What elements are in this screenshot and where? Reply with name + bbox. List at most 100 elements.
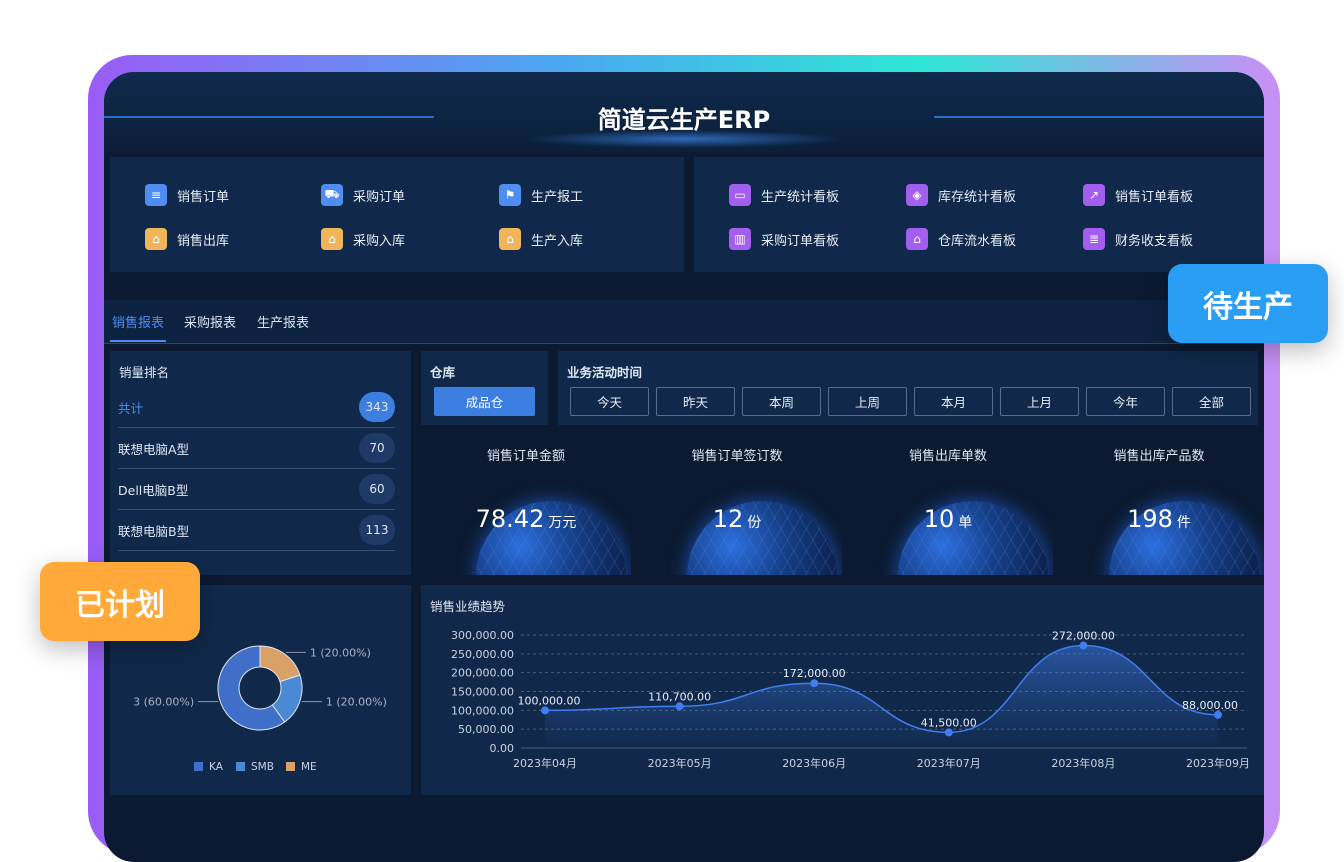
header-glow bbox=[524, 130, 844, 148]
nav-item-2[interactable]: ⚑ 生产报工 bbox=[499, 184, 583, 206]
nav-item-4[interactable]: ⌂ 仓库流水看板 bbox=[906, 228, 1016, 250]
kpi-card: 销售出库单数 10 单 bbox=[843, 433, 1053, 575]
x-tick-label: 2023年08月 bbox=[1051, 756, 1115, 770]
nav-item-3[interactable]: ⌂ 销售出库 bbox=[145, 228, 229, 250]
y-tick-label: 150,000.00 bbox=[451, 686, 514, 699]
house-icon: ⌂ bbox=[906, 228, 928, 250]
product-name: 联想电脑B型 bbox=[118, 523, 190, 539]
product-name: 共计 bbox=[118, 400, 144, 416]
y-tick-label: 200,000.00 bbox=[451, 667, 514, 680]
kpi-unit: 件 bbox=[1176, 515, 1191, 531]
area-fill bbox=[545, 645, 1218, 748]
legend-label[interactable]: KA bbox=[209, 761, 224, 773]
dashboard-screen: 简道云生产ERP ≡ 销售订单 ⛟ 采购订单 ⚑ 生产报工 ⌂ 销售出库 ⌂ 采购入库 ⌂ 生产入库 … bbox=[104, 72, 1264, 862]
ranking-row[interactable]: 共计 343 bbox=[118, 387, 395, 428]
coins-icon: ≣ bbox=[1083, 228, 1105, 250]
kpi-value: 198 件 bbox=[1054, 505, 1264, 533]
kpi-value: 12 份 bbox=[632, 505, 842, 533]
flag-icon: ⚑ bbox=[499, 184, 521, 206]
kpi-value: 78.42 万元 bbox=[421, 505, 631, 533]
data-label: 110,700.00 bbox=[648, 690, 711, 703]
header-decoration bbox=[934, 116, 1264, 118]
nav-panel-right: ▭ 生产统计看板 ◈ 库存统计看板 ↗ 销售订单看板 ▥ 采购订单看板 ⌂ 仓库流水看板 ≣ 财务收支… bbox=[694, 157, 1264, 272]
nav-item-label: 财务收支看板 bbox=[1115, 233, 1194, 249]
kpi-card: 销售订单签订数 12 份 bbox=[632, 433, 842, 575]
quantity-pill: 343 bbox=[359, 392, 395, 422]
nav-item-label: 销售出库 bbox=[177, 233, 230, 249]
data-point[interactable] bbox=[675, 702, 684, 711]
sales-trend-panel: 销售业绩趋势 0.00 50,000.00 100,000.00 150,000.00… bbox=[421, 585, 1264, 795]
box-icon: ◈ bbox=[906, 184, 928, 206]
tab-production-report[interactable]: 生产报表 bbox=[257, 316, 310, 331]
donut-chart: 3 (60.00%) 1 (20.00%) 1 (20.00%) KA SMB ME bbox=[133, 645, 387, 773]
kpi-value: 10 单 bbox=[843, 505, 1053, 533]
kpi-card: 销售订单金额 78.42 万元 bbox=[421, 433, 631, 575]
warehouse-filter: 仓库 成品仓 bbox=[421, 351, 548, 425]
pending-production-badge: 待生产 bbox=[1168, 264, 1328, 343]
sales-ranking-panel: 销量排名 共计 343 联想电脑A型 70 Dell电脑B型 60 联想电脑B型 113 bbox=[110, 351, 411, 575]
legend-label[interactable]: SMB bbox=[251, 761, 274, 773]
nav-item-5[interactable]: ⌂ 生产入库 bbox=[499, 228, 583, 250]
tab-purchase-report[interactable]: 采购报表 bbox=[184, 316, 237, 331]
time-option-button[interactable]: 昨天 bbox=[656, 387, 735, 416]
donut-slice-ME[interactable] bbox=[259, 645, 301, 683]
kpi-label: 销售出库单数 bbox=[908, 449, 987, 464]
nav-item-label: 生产入库 bbox=[531, 233, 584, 249]
chart-title: 销售业绩趋势 bbox=[430, 599, 506, 614]
donut-slice-SMB[interactable] bbox=[271, 674, 303, 723]
data-point[interactable] bbox=[1079, 641, 1088, 650]
x-tick-label: 2023年07月 bbox=[917, 756, 981, 770]
y-tick-label: 50,000.00 bbox=[458, 723, 514, 736]
data-point[interactable] bbox=[541, 706, 549, 715]
time-option-button[interactable]: 上月 bbox=[1000, 387, 1079, 416]
document-icon: ≡ bbox=[145, 184, 167, 206]
nav-panel-left: ≡ 销售订单 ⛟ 采购订单 ⚑ 生产报工 ⌂ 销售出库 ⌂ 采购入库 ⌂ 生产入库 bbox=[110, 157, 684, 272]
nav-item-label: 销售订单看板 bbox=[1115, 189, 1194, 205]
kpi-unit: 单 bbox=[958, 515, 973, 531]
kpi-number: 198 bbox=[1127, 505, 1173, 533]
nav-item-3[interactable]: ▥ 采购订单看板 bbox=[729, 228, 839, 250]
ranking-row[interactable]: Dell电脑B型 60 bbox=[118, 469, 395, 510]
warehouse-title: 仓库 bbox=[430, 365, 456, 380]
tab-sales-report[interactable]: 销售报表 bbox=[109, 312, 167, 342]
data-point[interactable] bbox=[1214, 710, 1222, 719]
nav-item-2[interactable]: ↗ 销售订单看板 bbox=[1083, 184, 1193, 206]
ranking-row[interactable]: 联想电脑A型 70 bbox=[118, 428, 395, 469]
nav-item-0[interactable]: ≡ 销售订单 bbox=[145, 184, 229, 206]
nav-item-label: 采购订单 bbox=[353, 189, 406, 205]
kpi-unit: 份 bbox=[747, 515, 762, 531]
quantity-pill: 113 bbox=[359, 515, 395, 545]
nav-item-4[interactable]: ⌂ 采购入库 bbox=[321, 228, 405, 250]
x-tick-label: 2023年09月 bbox=[1186, 756, 1250, 770]
data-point[interactable] bbox=[810, 679, 819, 688]
legend-label[interactable]: ME bbox=[301, 761, 317, 773]
ranking-title: 销量排名 bbox=[119, 365, 170, 380]
nav-item-label: 采购入库 bbox=[353, 233, 406, 249]
kpi-label: 销售订单签订数 bbox=[691, 449, 783, 464]
kpi-label: 销售订单金额 bbox=[486, 449, 565, 464]
time-option-button[interactable]: 上周 bbox=[828, 387, 907, 416]
warehouse-option-finished[interactable]: 成品仓 bbox=[434, 387, 535, 416]
nav-item-0[interactable]: ▭ 生产统计看板 bbox=[729, 184, 839, 206]
donut-slice-KA[interactable] bbox=[217, 645, 286, 731]
legend-swatch bbox=[194, 762, 203, 771]
y-tick-label: 100,000.00 bbox=[451, 704, 514, 717]
kpi-card: 销售出库产品数 198 件 bbox=[1054, 433, 1264, 575]
time-option-button[interactable]: 今年 bbox=[1086, 387, 1165, 416]
nav-item-5[interactable]: ≣ 财务收支看板 bbox=[1083, 228, 1193, 250]
monitor-chart-icon: ▭ bbox=[729, 184, 751, 206]
data-label: 100,000.00 bbox=[518, 694, 581, 707]
nav-item-label: 采购订单看板 bbox=[761, 233, 840, 249]
data-point[interactable] bbox=[944, 728, 953, 737]
nav-item-label: 库存统计看板 bbox=[938, 189, 1017, 205]
nav-item-label: 销售订单 bbox=[177, 189, 230, 205]
time-option-button[interactable]: 本周 bbox=[742, 387, 821, 416]
nav-item-1[interactable]: ⛟ 采购订单 bbox=[321, 184, 405, 206]
time-option-button[interactable]: 本月 bbox=[914, 387, 993, 416]
nav-item-1[interactable]: ◈ 库存统计看板 bbox=[906, 184, 1016, 206]
time-option-button[interactable]: 全部 bbox=[1172, 387, 1251, 416]
time-option-button[interactable]: 今天 bbox=[570, 387, 649, 416]
ranking-row[interactable]: 联想电脑B型 113 bbox=[118, 510, 395, 551]
line-chart-icon: ↗ bbox=[1083, 184, 1105, 206]
kpi-number: 10 bbox=[923, 505, 955, 533]
